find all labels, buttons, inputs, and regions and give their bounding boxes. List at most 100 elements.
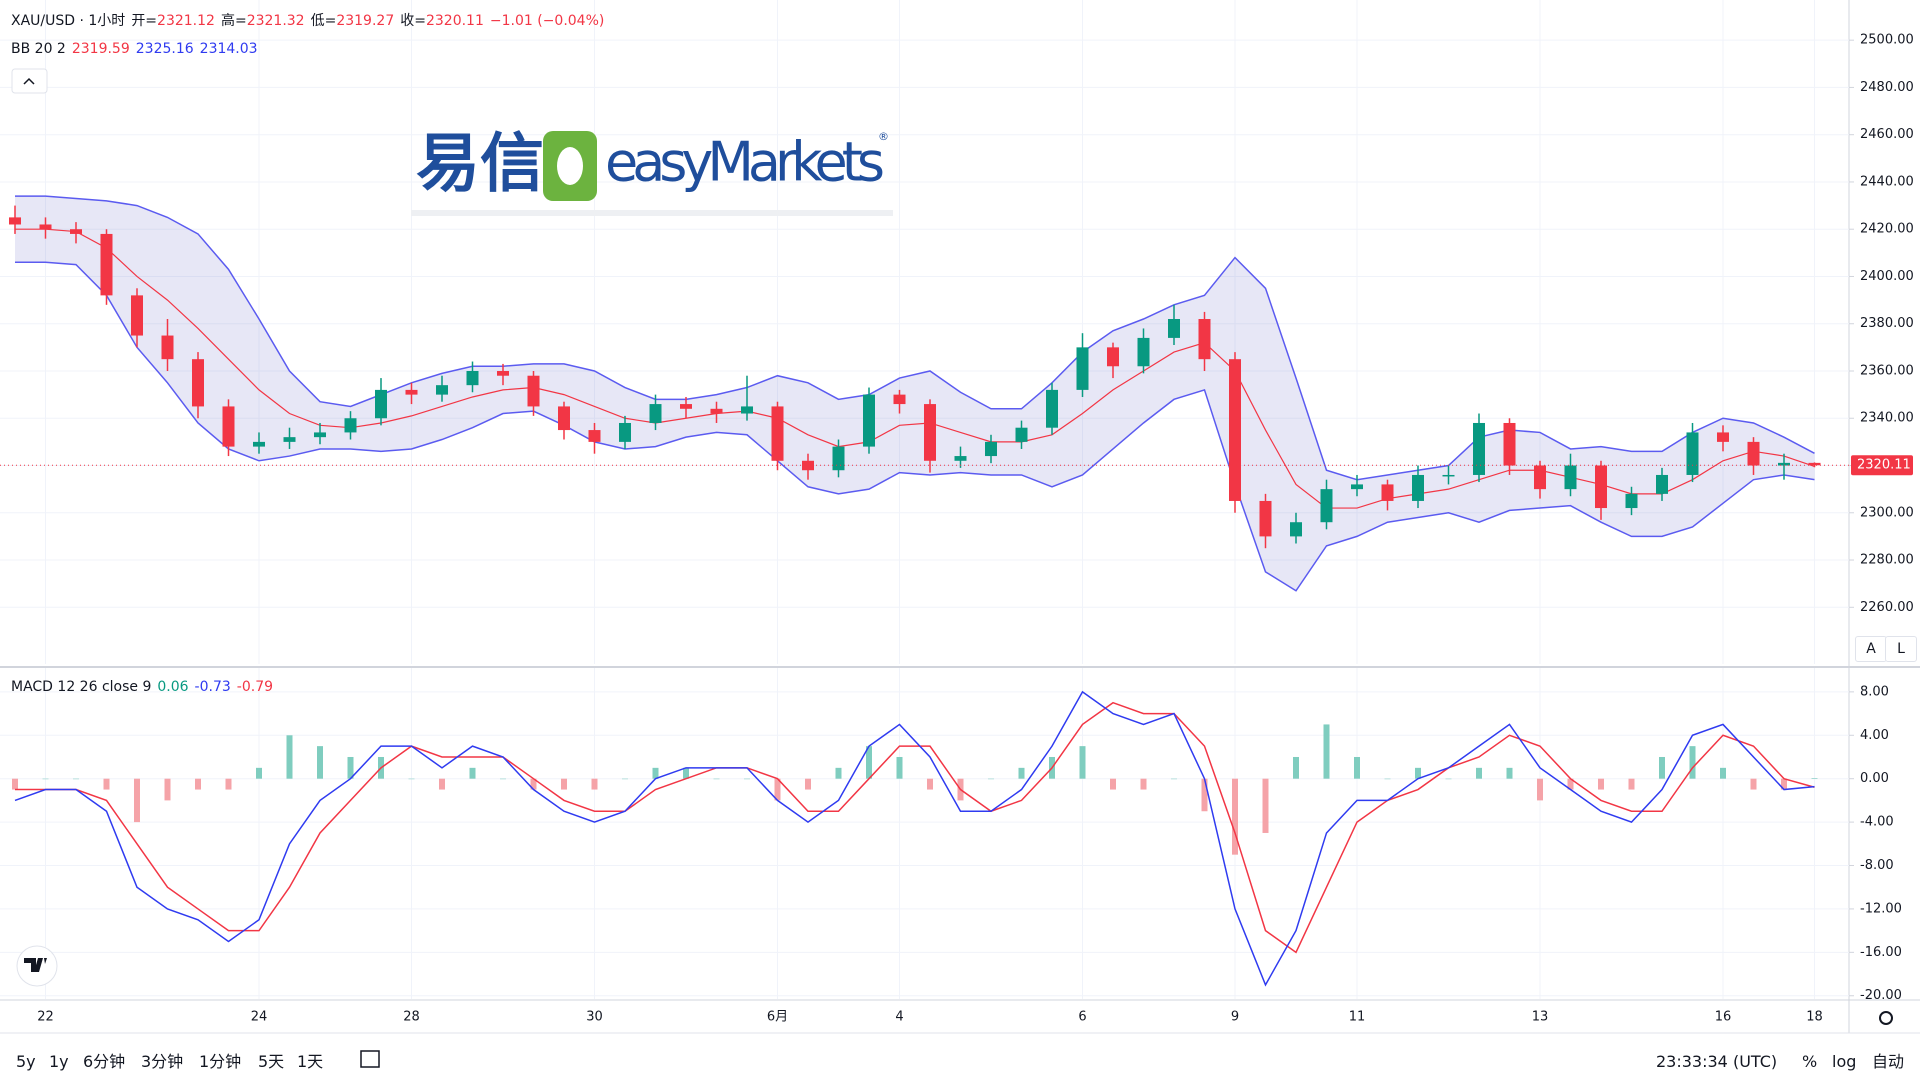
logo-mark-hole (557, 147, 583, 185)
macd-line (14, 690, 1815, 987)
y-tick-label: 2380.00 (1860, 316, 1914, 331)
macd-histogram-bar (1598, 778, 1604, 790)
candle-body (924, 404, 936, 461)
candle-body (1473, 422, 1485, 475)
candle-body (1046, 389, 1058, 428)
change: −1.01 (−0.04%) (489, 13, 605, 29)
y-tick-label: 4.00 (1860, 728, 1889, 743)
log-button[interactable]: log (1832, 1052, 1857, 1071)
date-range-button[interactable] (360, 1050, 380, 1068)
x-tick-label: 24 (251, 1010, 268, 1025)
macd-histogram-bar (1079, 746, 1086, 779)
candle-body (1229, 359, 1241, 501)
percent-button[interactable]: % (1802, 1052, 1818, 1071)
macd-histogram-bar (317, 746, 323, 779)
band-middle (15, 228, 1815, 509)
candle-body (283, 437, 296, 442)
y-tick-label: 0.00 (1860, 771, 1889, 786)
range-button[interactable]: 5y (16, 1052, 36, 1071)
macd-histogram-bar (591, 778, 598, 790)
candle-body (436, 385, 448, 395)
x-tick-label: 22 (37, 1010, 54, 1025)
macd-histogram-bar (195, 778, 201, 790)
logo: 易信 easyMarkets ® (411, 128, 893, 216)
y-tick-label: -20.00 (1860, 988, 1902, 1003)
axes: 22 24 28 30 6月 4 6 9 11 13 16 18 2260.00 2280.00 2300.… (37, 33, 1914, 1025)
macd-histogram-bar (1781, 778, 1787, 790)
candle-body (710, 408, 723, 414)
high-label: 高= (220, 13, 247, 29)
macd-histogram-bar (561, 778, 567, 790)
range-button[interactable]: 6分钟 (83, 1052, 126, 1071)
macd-histogram-bar (805, 778, 811, 790)
range-button[interactable]: 1分钟 (199, 1052, 242, 1071)
settings-button[interactable] (1879, 1011, 1893, 1025)
candle-body (680, 404, 692, 409)
candle-body (1168, 319, 1180, 338)
range-button[interactable]: 1天 (297, 1052, 324, 1071)
x-tick-label: 6月 (767, 1010, 788, 1025)
candle-body (1412, 474, 1424, 501)
macd-histogram-bar (1659, 756, 1665, 779)
auto-scale-button[interactable]: A (1855, 636, 1887, 662)
candle-body (1107, 347, 1119, 367)
macd-histogram-bar (225, 778, 232, 790)
tv-logo (16, 945, 58, 987)
last-price-box (1851, 455, 1913, 476)
macd-histogram-bar (1567, 778, 1574, 790)
lock-scale-button[interactable]: L (1885, 636, 1917, 662)
x-tick-label: 6 (1078, 1010, 1086, 1025)
candle-body (375, 389, 387, 419)
candle-body (1442, 474, 1455, 477)
candle-body (893, 394, 906, 405)
candle-body (192, 359, 204, 407)
candle-body (1137, 337, 1150, 367)
candle-body (832, 446, 845, 471)
candle-body (954, 456, 967, 461)
candle-body (100, 233, 113, 296)
x-tick-label: 11 (1349, 1010, 1366, 1025)
range-button[interactable]: 5天 (258, 1052, 285, 1071)
macd-histogram-bar (896, 756, 903, 779)
macd-histogram-bar (1232, 778, 1238, 855)
macd-histogram-bar (1445, 778, 1452, 780)
y-tick-label: 2420.00 (1860, 222, 1914, 237)
y-tick-label: 2500.00 (1860, 33, 1914, 48)
collapse-button[interactable] (11, 68, 48, 94)
close-value: 2320.11 (425, 13, 484, 29)
range-button[interactable]: 1y (49, 1052, 69, 1071)
candle-body (1076, 347, 1089, 390)
macd-histogram-bar (1415, 767, 1421, 779)
bb-upper: 2325.16 (135, 41, 194, 57)
y-tick-label: 2480.00 (1860, 80, 1914, 95)
candle-body (1290, 522, 1302, 537)
macd-histogram-bar (500, 778, 506, 780)
candle-body (1564, 465, 1577, 490)
y-tick-label: 2300.00 (1860, 505, 1914, 520)
macd-histogram-bar (866, 746, 872, 779)
macd-histogram-bar (1201, 778, 1208, 812)
macd-histogram-bar (530, 778, 537, 790)
macd-histogram-bar (1384, 778, 1391, 780)
plot (0, 195, 1849, 987)
open-value: 2321.12 (157, 13, 215, 29)
bb-name: BB 20 2 (11, 41, 66, 57)
candle-body (1625, 493, 1638, 509)
macd-histogram-bar (103, 778, 110, 790)
range-button[interactable]: 3分钟 (141, 1052, 184, 1071)
macd-histogram-bar (652, 767, 659, 779)
candle-body (1534, 465, 1546, 490)
macd-histogram-bar (622, 778, 628, 780)
logo-registered: ® (878, 130, 889, 143)
x-tick-label: 4 (895, 1010, 903, 1025)
candle-body (1351, 484, 1363, 490)
candle-body (39, 224, 52, 230)
macd-histogram-bar (1720, 767, 1726, 779)
close-label: 收= (400, 13, 426, 29)
band-lower (15, 261, 1815, 592)
auto-button[interactable]: 自动 (1872, 1052, 1905, 1071)
macd-histogram-bar (1537, 778, 1543, 801)
symbol-legend: XAU/USD · 1小时 开=2321.12 高=2321.32 低=2319.27… (11, 10, 610, 30)
candle-body (314, 432, 326, 438)
